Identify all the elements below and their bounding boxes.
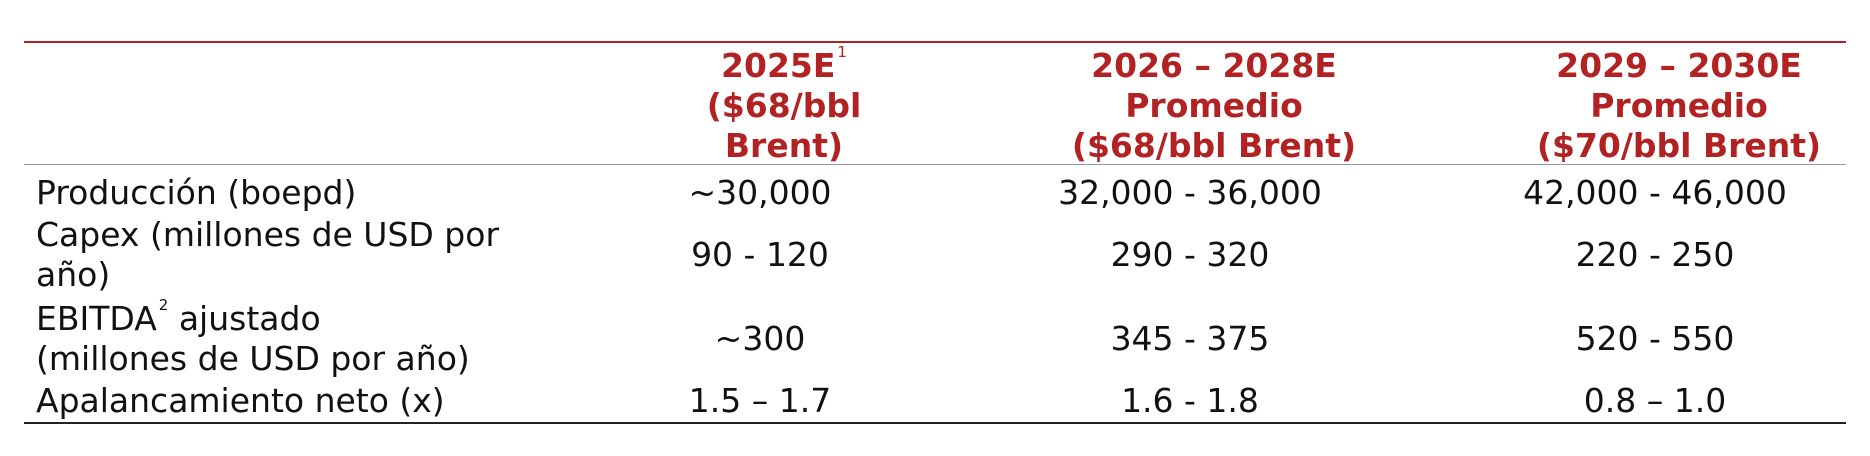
row-label: EBITDA 2 ajustado (millones de USD por añ… [36, 298, 556, 380]
column-header-line3: Brent) [724, 126, 844, 165]
table-cell: 42,000 - 46,000 [1523, 173, 1787, 212]
table-cell: 220 - 250 [1575, 235, 1735, 274]
row-label: Apalancamiento neto (x) [36, 380, 556, 422]
table-top-rule [24, 41, 1846, 43]
row-label-line1: Capex (millones de USD por [36, 215, 500, 254]
table-cell: 0.8 – 1.0 [1583, 381, 1727, 420]
table-row-apalancamiento: Apalancamiento neto (x) 1.5 – 1.7 1.6 - … [24, 380, 1846, 422]
table-cell: 520 - 550 [1575, 319, 1735, 358]
footnote-marker: 1 [837, 43, 847, 61]
table-bottom-rule [24, 422, 1846, 424]
row-label-ebitda: EBITDA [36, 299, 157, 338]
column-header-line1: 2025E 1 [721, 43, 847, 86]
row-label-ajustado: ajustado [168, 299, 321, 338]
table-cell: 345 - 375 [1110, 319, 1270, 358]
column-header-2025e: 2025E 1 ($68/bbl Brent) [644, 43, 924, 166]
table-cell: 32,000 - 36,000 [1058, 173, 1322, 212]
table-cell: ~300 [714, 319, 806, 358]
row-label: Producción (boepd) [36, 172, 556, 214]
table-cell: 90 - 120 [691, 235, 829, 274]
column-header-line2: ($68/bbl [706, 86, 862, 125]
header-divider [24, 164, 1846, 165]
column-header-2029-2030e: 2029 – 2030E Promedio ($70/bbl Brent) [1484, 46, 1870, 165]
column-header-line1: 2026 – 2028E [1091, 46, 1337, 85]
row-label-line2: (millones de USD por año) [36, 339, 470, 378]
row-label-line1: Producción (boepd) [36, 173, 357, 212]
table-row-capex: Capex (millones de USD por año) 90 - 120… [24, 214, 1846, 296]
table-cell: 290 - 320 [1110, 235, 1270, 274]
table-cell: 1.6 - 1.8 [1121, 381, 1259, 420]
footnote-marker: 2 [158, 296, 169, 314]
column-header-line2: Promedio [1125, 86, 1303, 125]
column-header-2026-2028e: 2026 – 2028E Promedio ($68/bbl Brent) [1024, 46, 1404, 165]
column-header-line2: Promedio [1590, 86, 1768, 125]
column-header-line1: 2029 – 2030E [1556, 46, 1802, 85]
row-label: Capex (millones de USD por año) [36, 214, 556, 296]
column-header-line3: ($70/bbl Brent) [1536, 126, 1822, 165]
table-cell: 1.5 – 1.7 [688, 381, 832, 420]
table-cell: ~30,000 [688, 173, 832, 212]
column-header-year: 2025E [721, 46, 836, 85]
row-label-line2: año) [36, 255, 111, 294]
row-label-line1: EBITDA 2 ajustado [36, 296, 556, 339]
table-row-produccion: Producción (boepd) ~30,000 32,000 - 36,0… [24, 172, 1846, 214]
row-label-line1: Apalancamiento neto (x) [36, 381, 445, 420]
table-row-ebitda: EBITDA 2 ajustado (millones de USD por añ… [24, 298, 1846, 380]
column-header-line3: ($68/bbl Brent) [1071, 126, 1357, 165]
